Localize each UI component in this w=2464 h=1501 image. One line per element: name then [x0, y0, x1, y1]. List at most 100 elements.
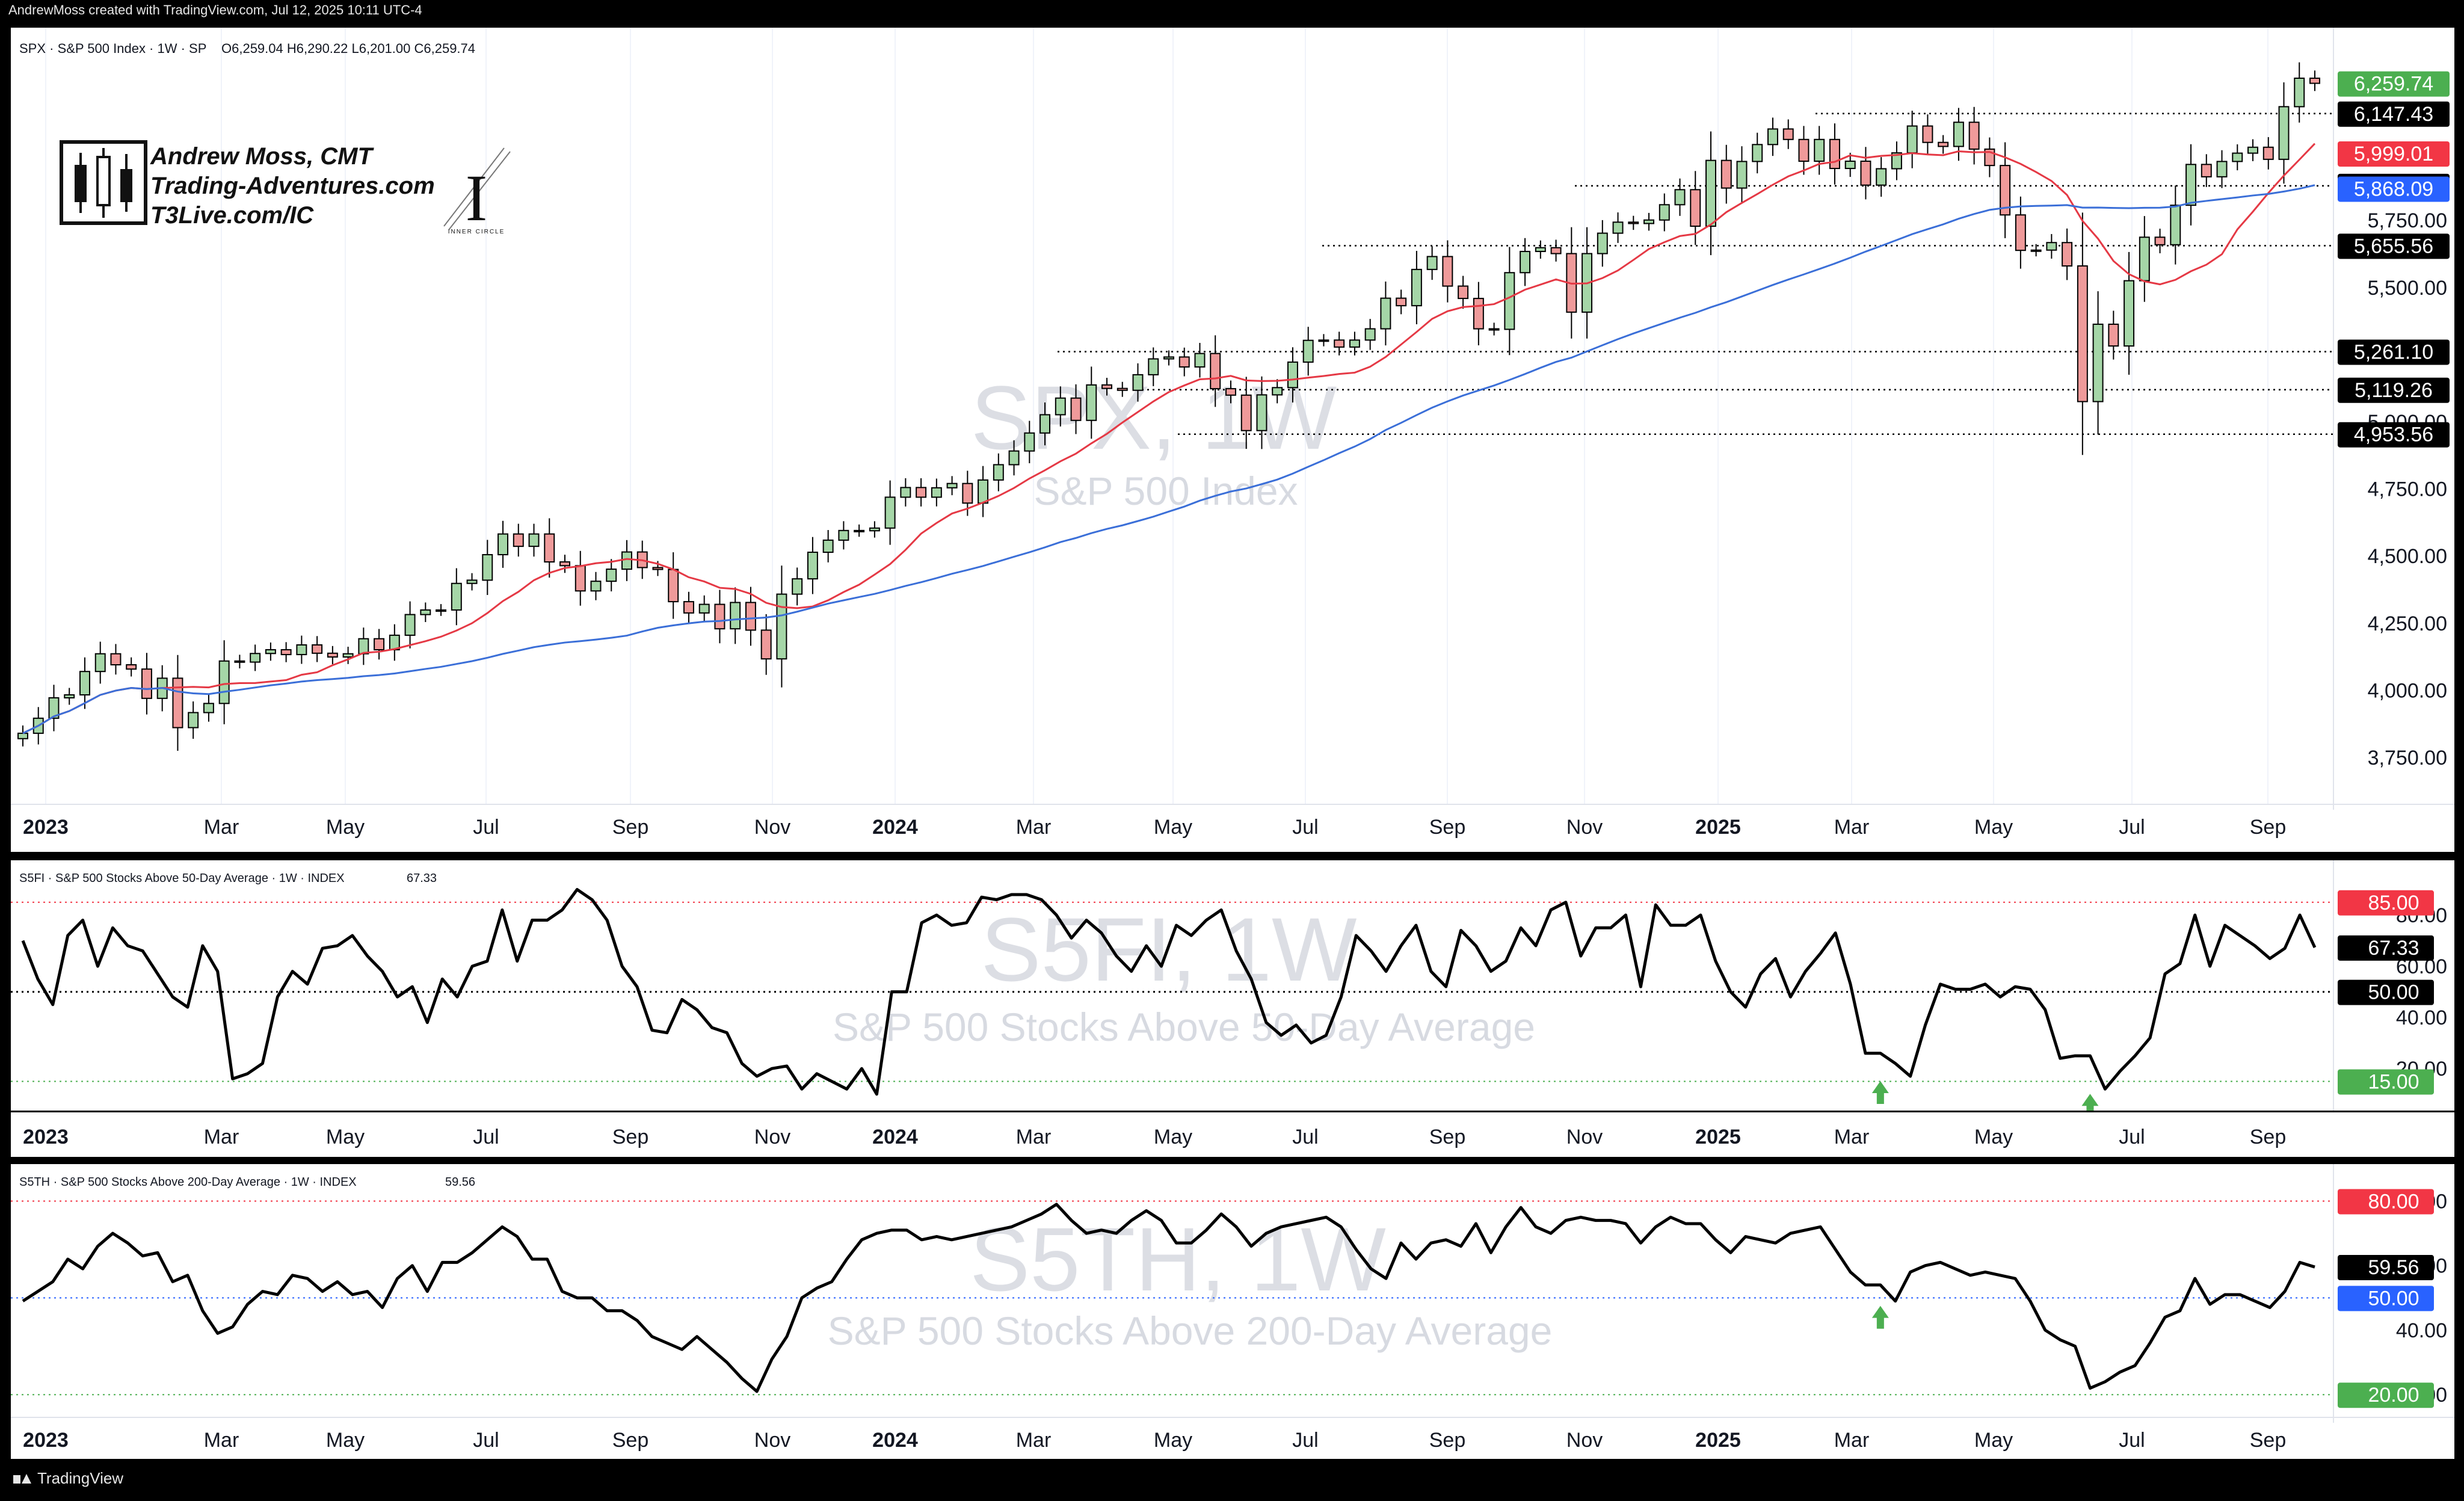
- candle-down: [141, 668, 152, 699]
- candle-down: [683, 601, 694, 614]
- candle-down: [312, 644, 323, 654]
- time-axis-label: 2025: [1695, 816, 1741, 839]
- candle-up: [265, 649, 276, 655]
- candle-up: [1674, 189, 1686, 206]
- price-axis-label: 3,750.00: [2368, 747, 2447, 769]
- candle-up: [2185, 164, 2197, 206]
- candle-down: [962, 482, 973, 504]
- time-axis-label: Sep: [612, 1429, 649, 1452]
- s5fi-panel[interactable]: S5FI, 1W S&P 500 Stocks Above 50-Day Ave…: [11, 860, 2454, 1111]
- candle-up: [94, 653, 106, 673]
- candle-up: [1256, 394, 1267, 431]
- candle-up: [1767, 128, 1778, 146]
- candle-down: [1178, 356, 1190, 368]
- time-axis-label: Jul: [1292, 816, 1318, 839]
- price-tag: [2338, 1286, 2434, 1311]
- price-tag-label: 5,655.56: [2354, 235, 2433, 257]
- attribution-text: AndrewMoss created with TradingView.com,…: [8, 2, 422, 17]
- time-axis-label: Jul: [473, 816, 499, 839]
- brand-site: Trading-Adventures.com: [150, 173, 435, 199]
- candle-up: [358, 638, 369, 655]
- time-axis-label: 2023: [23, 1126, 69, 1148]
- time-axis-label: Nov: [754, 816, 790, 839]
- candle-down: [1720, 159, 1732, 189]
- price-tag-label: 67.33: [2368, 937, 2419, 960]
- spx-chart[interactable]: SPX, 1W S&P 500 Index 3,750.004,000.004,…: [11, 28, 2454, 852]
- price-tag-label: 15.00: [2368, 1070, 2419, 1093]
- candle-up: [1906, 125, 1918, 154]
- candle-up: [436, 609, 447, 612]
- time-axis-label: Sep: [1429, 816, 1466, 839]
- spx-panel[interactable]: SPX, 1W S&P 500 Index 3,750.00 4,000.00 4,…: [11, 28, 2454, 852]
- candle-down: [1458, 285, 1469, 300]
- time-axis-label: Sep: [2250, 1429, 2287, 1452]
- candle-down: [1628, 221, 1639, 224]
- candle-down: [1334, 339, 1345, 348]
- s5fi-watermark-subtitle: S&P 500 Stocks Above 50-Day Average: [833, 1005, 1535, 1049]
- up-arrow-icon: [1871, 1305, 1889, 1329]
- time-axis-label: Mar: [1016, 816, 1052, 839]
- price-tag: [2338, 1382, 2434, 1408]
- candle-down: [1782, 128, 1794, 140]
- candle-down: [2077, 265, 2088, 402]
- candle-up: [1643, 219, 1655, 224]
- s5fi-time-axis[interactable]: 2023 Mar May Jul Sep Nov 2024 Mar May Jul Sep Nov 20…: [11, 1112, 2454, 1157]
- candle-up: [1411, 268, 1422, 307]
- candle-up: [296, 644, 307, 656]
- spx-grid: [45, 28, 2268, 804]
- candle-down: [2015, 214, 2026, 251]
- price-tag-label: 20.00: [2368, 1384, 2419, 1407]
- candle-up: [931, 487, 942, 498]
- s5fi-chart[interactable]: S5FI, 1W S&P 500 Stocks Above 50-Day Ave…: [11, 860, 2454, 1111]
- candle-down: [544, 533, 555, 563]
- s5th-chart[interactable]: S5TH, 1W S&P 500 Stocks Above 200-Day Av…: [11, 1164, 2454, 1459]
- candle-up: [2170, 205, 2181, 245]
- candle-up: [1163, 356, 1174, 360]
- time-axis-label: Jul: [1292, 1126, 1318, 1148]
- candle-up: [528, 533, 540, 547]
- brand-name: Andrew Moss, CMT: [150, 143, 374, 170]
- candle-up: [1597, 232, 1608, 254]
- value-axis-label: 40.00: [2396, 1006, 2447, 1029]
- candle-down: [1101, 384, 1113, 389]
- s5th-series-line: [22, 1203, 2315, 1393]
- candle-down: [574, 565, 586, 592]
- candle-up: [17, 732, 28, 739]
- candle-up: [497, 533, 509, 555]
- candle-down: [854, 529, 865, 532]
- price-axis-label: 5,750.00: [2368, 209, 2447, 232]
- candle-up: [1148, 358, 1159, 375]
- time-axis-label: Nov: [1566, 1126, 1603, 1148]
- candle-up: [466, 579, 478, 584]
- spx-price-axis: 3,750.00 4,000.00 4,250.00 4,500.00 4,750.00…: [2368, 209, 2447, 769]
- s5th-panel[interactable]: S5TH, 1W S&P 500 Stocks Above 200-Day Av…: [11, 1164, 2454, 1459]
- candle-up: [482, 553, 493, 581]
- price-tag: [2338, 1189, 2434, 1215]
- time-axis-label: Nov: [754, 1126, 790, 1148]
- candle-up: [250, 653, 261, 663]
- candle-up: [2216, 161, 2228, 177]
- sma-short-line: [22, 143, 2316, 735]
- candle-up: [1380, 297, 1391, 330]
- candle-up: [451, 582, 462, 611]
- inner-circle-logo: I INNER CIRCLE: [443, 147, 511, 235]
- s5fi-value-tags: 85.00 67.33 50.00 15.00: [2338, 890, 2434, 1095]
- candle-up: [1612, 221, 1624, 234]
- time-axis-label: Nov: [754, 1429, 790, 1452]
- candle-up: [1752, 144, 1763, 162]
- candle-up: [1272, 387, 1283, 396]
- time-axis-label: 2024: [872, 1429, 918, 1452]
- s5fi-legend: S5FI · S&P 500 Stocks Above 50-Day Avera…: [19, 872, 345, 885]
- time-axis-label: 2024: [872, 816, 918, 839]
- candle-down: [2108, 323, 2119, 347]
- candle-up: [218, 660, 230, 704]
- candle-up: [203, 703, 214, 714]
- candle-up: [993, 464, 1004, 481]
- price-tag-label: 6,259.74: [2354, 73, 2433, 96]
- price-tag-label: 50.00: [2368, 981, 2419, 1004]
- inner-circle-caption: INNER CIRCLE: [448, 229, 505, 235]
- candle-down: [2309, 78, 2320, 84]
- candle-up: [342, 653, 354, 658]
- candle-up: [2247, 146, 2259, 154]
- candle-up: [1520, 250, 1531, 274]
